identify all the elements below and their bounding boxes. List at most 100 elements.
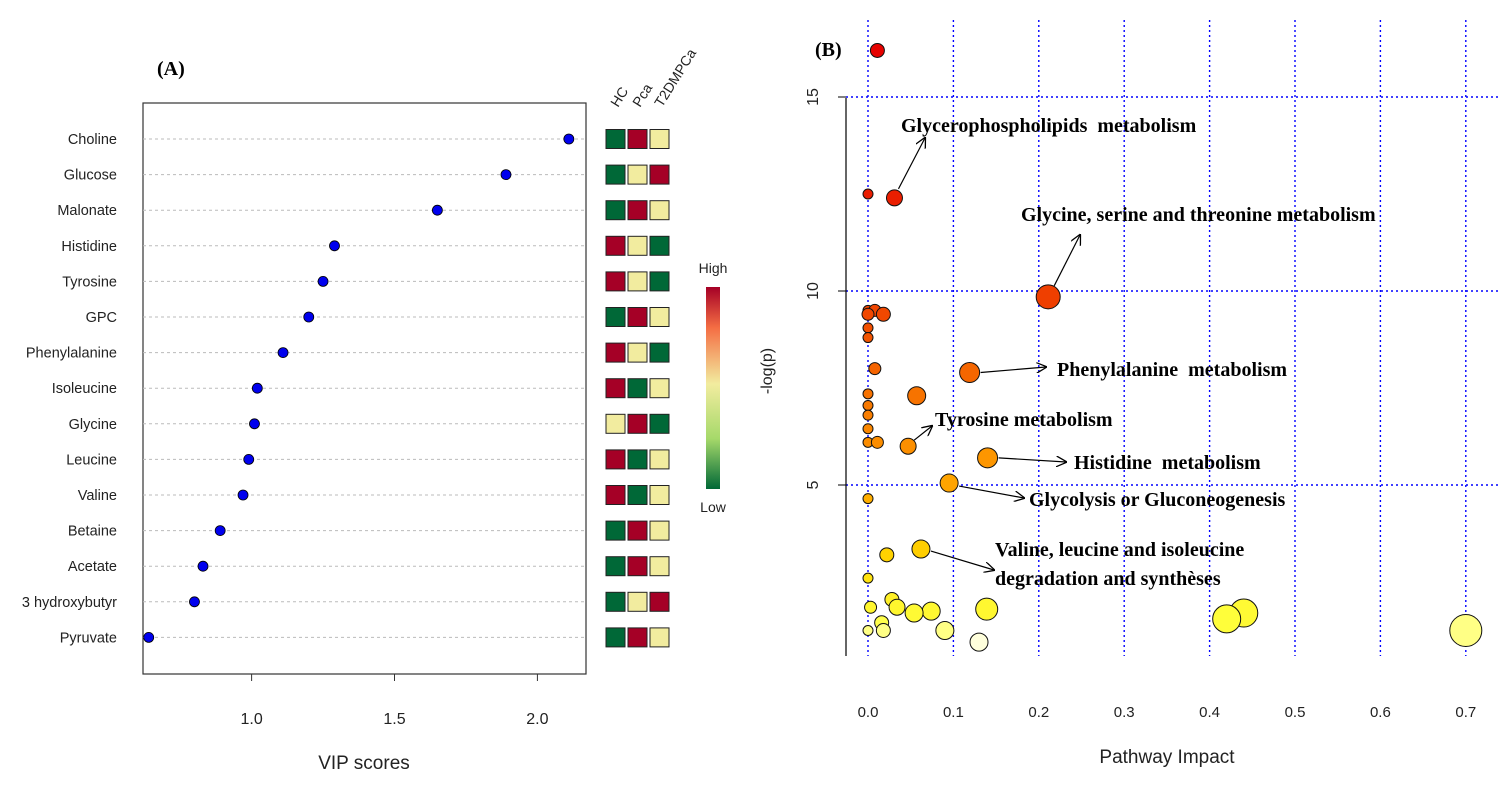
vip-point-isoleucine: [251, 382, 263, 394]
heat-cell-acetate-pca: [627, 556, 648, 577]
metabolite-label: Betaine: [68, 524, 117, 540]
pathway-point: [888, 598, 906, 616]
pathway-point: [959, 361, 981, 383]
legend-high-label: High: [699, 260, 728, 276]
heat-cell-tyrosine-pca: [627, 271, 648, 292]
pathway-point: [862, 572, 874, 584]
vip-point-phenylalanine: [277, 347, 289, 359]
heat-cell-3-hydroxybutyr-t2dmpca: [649, 591, 670, 612]
annotation-glycine-serine-and-threonine-metabolism: Glycine, serine and threonine metabolism: [1021, 204, 1376, 226]
b-x-tick-label: 0.4: [1199, 704, 1220, 721]
pathway-point: [862, 409, 874, 421]
heat-cell-acetate-hc: [605, 556, 626, 577]
a-x-tick-label: 1.0: [240, 711, 262, 728]
annotation-arrow: [998, 458, 1066, 462]
b-y-tick-label: 10: [805, 282, 822, 300]
heat-cell-phenylalanine-t2dmpca: [649, 342, 670, 363]
metabolite-label: Pyruvate: [60, 630, 117, 646]
metabolite-label: Choline: [68, 132, 117, 148]
annotation-arrow: [1053, 235, 1080, 287]
metabolite-label: Phenylalanine: [26, 346, 117, 362]
metabolite-label: Tyrosine: [62, 274, 117, 290]
annotation-degradation-and-synth-ses: degradation and synthèses: [995, 568, 1221, 590]
panel-b-y-axis: 5 10 15: [805, 88, 846, 489]
annotation-arrow: [980, 367, 1046, 372]
heatmap-column-label-hc: HC: [607, 84, 631, 110]
b-x-tick-label: 0.2: [1028, 704, 1049, 721]
a-x-tick-label: 1.5: [383, 711, 405, 728]
pathway-point: [862, 332, 874, 344]
metabolite-label: Histidine: [61, 239, 117, 255]
vip-point-betaine: [214, 525, 226, 536]
heat-cell-phenylalanine-pca: [627, 342, 648, 363]
panel-b-pathway-chart: 5 10 15 0.0 0.1 0.2 0.3 0.4 0.5 0.6 0.7 -log(p) P…: [759, 20, 1500, 768]
heat-cell-leucine-pca: [627, 449, 648, 470]
panel-a-vip-chart: (A) Choline Glucose Malonate Histidine Tyros…: [22, 46, 728, 774]
annotation-arrow: [959, 485, 1024, 498]
pathway-point: [1212, 604, 1242, 634]
pathway-point: [862, 625, 874, 636]
panel-a-vip-points: [143, 133, 575, 643]
heat-cell-glycine-hc: [605, 413, 626, 434]
panel-b-x-axis-title: Pathway Impact: [1099, 747, 1235, 768]
vip-point-acetate: [197, 560, 209, 572]
annotation-arrow: [930, 550, 994, 570]
metabolite-label: GPC: [86, 310, 117, 326]
heatmap-column-label-t2dmpca: T2DMPCa: [651, 46, 699, 110]
legend-low-label: Low: [700, 499, 727, 515]
heat-cell-malonate-hc: [605, 200, 626, 221]
heat-cell-valine-pca: [627, 485, 648, 505]
vip-point-malonate: [431, 204, 443, 216]
pathway-point: [1449, 614, 1483, 647]
b-y-tick-label: 5: [805, 480, 822, 489]
heat-cell-pyruvate-hc: [605, 627, 626, 648]
vip-point-choline: [563, 133, 575, 145]
heat-cell-malonate-pca: [627, 200, 648, 221]
pathway-point: [935, 621, 955, 640]
b-x-tick-label: 0.5: [1285, 704, 1306, 721]
panel-b-pathway-points: [861, 42, 1483, 652]
heat-cell-betaine-pca: [627, 520, 648, 541]
panel-b-annotations: Glycerophospholipids metabolism Glycine, …: [897, 115, 1376, 590]
annotation-valine-leucine-and-isoleucine: Valine, leucine and isoleucine: [995, 539, 1244, 561]
pathway-point: [868, 362, 882, 376]
heat-cell-3-hydroxybutyr-pca: [627, 591, 648, 612]
heat-cell-histidine-hc: [605, 235, 626, 256]
heat-cell-glucose-pca: [627, 164, 648, 185]
heat-cell-glucose-hc: [605, 164, 626, 185]
vip-point-histidine: [329, 240, 340, 252]
metabolite-label: Glycine: [69, 417, 117, 433]
heat-cell-leucine-hc: [605, 449, 626, 470]
metabolite-label: Acetate: [68, 559, 117, 575]
b-x-tick-label: 0.3: [1114, 704, 1135, 721]
heat-cell-histidine-pca: [627, 235, 648, 256]
metabolite-label: Glucose: [64, 168, 117, 184]
pathway-point: [939, 473, 959, 493]
pathway-point: [975, 597, 999, 621]
heat-cell-gpc-pca: [627, 307, 648, 327]
heatmap-column-label-pca: Pca: [629, 80, 655, 109]
heatmap-color-legend: High Low: [699, 260, 728, 515]
heat-cell-tyrosine-hc: [605, 271, 626, 292]
pathway-point: [875, 306, 891, 322]
metabolite-label: Leucine: [66, 452, 117, 468]
vip-point-valine: [237, 489, 249, 501]
pathway-point: [1035, 284, 1061, 310]
pathway-point: [862, 322, 874, 334]
panel-b-gridlines: [846, 20, 1500, 656]
pathway-point: [879, 547, 895, 563]
pathway-point: [885, 189, 903, 207]
heat-cell-choline-hc: [605, 129, 626, 149]
pathway-point: [862, 188, 874, 200]
heat-cell-isoleucine-t2dmpca: [649, 378, 670, 399]
heat-cell-glycine-t2dmpca: [649, 413, 670, 434]
pathway-point: [864, 600, 878, 614]
vip-point-glycine: [249, 418, 260, 430]
vip-point-pyruvate: [143, 632, 155, 643]
pathway-point: [907, 386, 927, 406]
pathway-point: [862, 399, 874, 411]
metabolite-label: Valine: [78, 488, 117, 504]
heat-cell-histidine-t2dmpca: [649, 235, 670, 256]
annotation-arrow: [913, 426, 932, 441]
